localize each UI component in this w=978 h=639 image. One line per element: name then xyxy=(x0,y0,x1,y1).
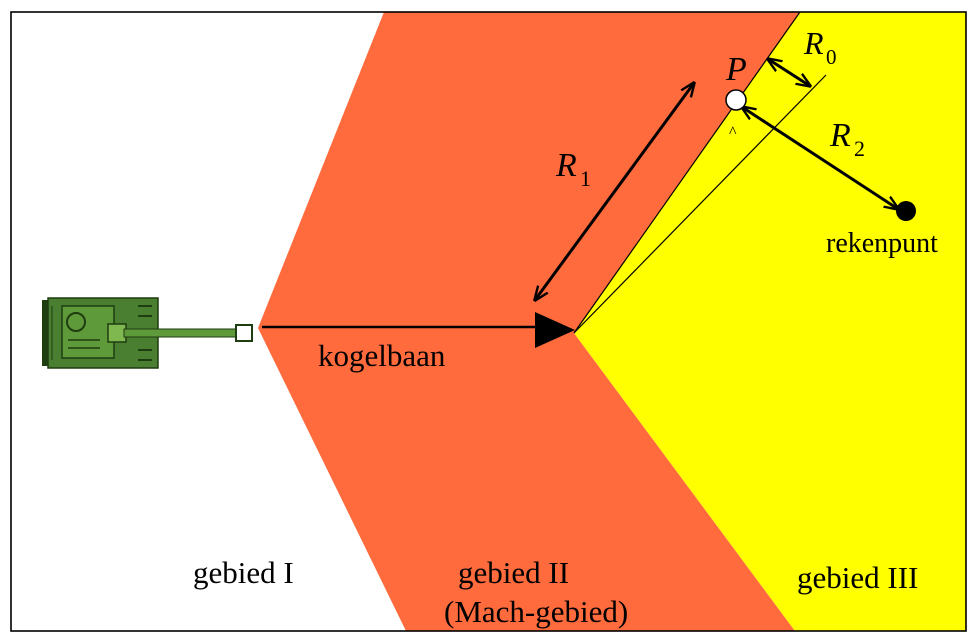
r2-subscript: 2 xyxy=(854,136,865,161)
calc-point-marker xyxy=(896,201,916,221)
diagram-frame xyxy=(10,11,967,632)
calc-point-label: rekenpunt xyxy=(826,228,938,259)
r2-label: R xyxy=(829,117,851,154)
r0-subscript: 0 xyxy=(826,45,837,69)
trajectory-label: kogelbaan xyxy=(318,338,446,373)
r2-arrow xyxy=(742,107,898,209)
tank-icon xyxy=(42,297,253,369)
trajectory-arrowhead xyxy=(535,312,575,348)
point-p-label: P xyxy=(725,51,747,88)
r1-arrow xyxy=(535,83,694,300)
r0-label: R xyxy=(803,25,824,61)
region-1-label: gebied I xyxy=(193,555,294,590)
region-3-label: gebied III xyxy=(797,560,918,595)
r0-arrow xyxy=(768,59,810,86)
angle-mark: ^ xyxy=(729,124,737,141)
r1-subscript: 1 xyxy=(580,166,591,191)
region-2-label: gebied II xyxy=(458,555,569,590)
r1-label: R xyxy=(555,147,577,184)
point-p-marker xyxy=(725,89,747,111)
region-2-sublabel: (Mach-gebied) xyxy=(444,594,628,629)
